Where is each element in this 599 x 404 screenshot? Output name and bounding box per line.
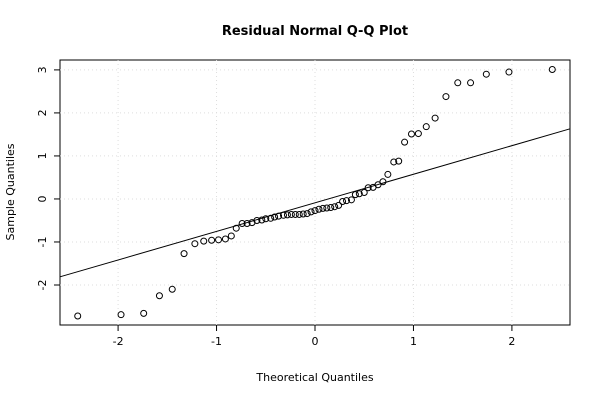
point [315,205,323,213]
point [422,123,430,131]
point [351,191,359,199]
point [343,197,351,205]
point [364,184,372,192]
point [467,79,475,87]
point [395,157,403,165]
point [74,312,82,320]
point [168,285,176,293]
point [287,210,295,218]
point [283,211,291,219]
point [442,93,450,101]
point [311,207,319,215]
point [307,208,315,216]
x-tick-label: -1 [211,335,222,348]
point [414,130,422,138]
point [221,235,229,243]
y-tick-label: 1 [36,152,49,159]
point [390,158,398,166]
point [262,215,270,223]
point [384,170,392,178]
point [407,130,415,138]
point [267,214,275,222]
x-tick-label: 0 [312,335,319,348]
point [227,232,235,240]
point [295,210,303,218]
y-tick-label: 0 [36,195,49,202]
point [180,250,188,258]
point [215,236,223,244]
point [155,292,163,300]
point [482,70,490,78]
y-tick-label: 2 [36,109,49,116]
chart-title: Residual Normal Q-Q Plot [222,24,408,39]
point [191,240,199,248]
reference-line [59,128,571,278]
point [548,65,556,73]
point [208,236,216,244]
y-tick-label: -1 [36,236,49,247]
point [355,190,363,198]
point [117,311,125,319]
point [303,210,311,218]
point [232,224,240,232]
point [258,216,266,224]
point [323,204,331,212]
point [374,181,382,189]
point [319,204,327,212]
y-axis-label: Sample Quantiles [4,143,17,240]
x-tick-label: -2 [113,335,124,348]
point [299,210,307,218]
y-tick-label: -2 [36,280,49,291]
point [243,219,251,227]
point [431,114,439,122]
point [505,68,513,76]
point [238,219,246,227]
point [291,210,299,218]
point [271,213,279,221]
point [339,198,347,206]
point [401,138,409,146]
x-tick-label: 2 [508,335,515,348]
x-tick-label: 1 [410,335,417,348]
point [335,201,343,209]
y-tick-label: 3 [36,66,49,73]
point [360,189,368,196]
x-axis-label: Theoretical Quantiles [255,371,373,384]
point [140,309,148,317]
point [454,79,462,87]
point [200,237,208,245]
point [253,216,261,224]
point [331,203,339,211]
point [275,212,283,220]
point [279,211,287,219]
point [327,204,335,212]
point [379,178,387,186]
point [347,196,355,204]
